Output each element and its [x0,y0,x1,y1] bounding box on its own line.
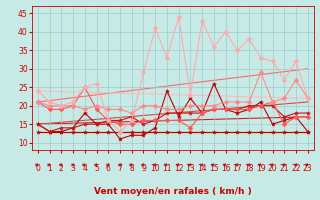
Text: ★: ★ [46,161,53,169]
Text: ★: ★ [128,161,135,169]
Text: ★: ★ [234,161,241,169]
Text: ★: ★ [281,161,288,169]
Text: ★: ★ [116,161,124,169]
Text: ★: ★ [257,161,265,169]
Text: ★: ★ [69,161,77,169]
Text: ★: ★ [269,161,276,169]
Text: ★: ★ [81,161,89,169]
X-axis label: Vent moyen/en rafales ( km/h ): Vent moyen/en rafales ( km/h ) [94,187,252,196]
Text: ★: ★ [304,161,311,169]
Text: ★: ★ [198,161,206,169]
Text: ★: ★ [292,161,300,169]
Text: ★: ★ [58,161,65,169]
Text: ★: ★ [93,161,100,169]
Text: ★: ★ [163,161,171,169]
Text: ★: ★ [140,161,147,169]
Text: ★: ★ [151,161,159,169]
Text: ★: ★ [210,161,218,169]
Text: ★: ★ [105,161,112,169]
Text: ★: ★ [245,161,253,169]
Text: ★: ★ [222,161,229,169]
Text: ★: ★ [187,161,194,169]
Text: ★: ★ [34,161,42,169]
Text: ★: ★ [175,161,182,169]
